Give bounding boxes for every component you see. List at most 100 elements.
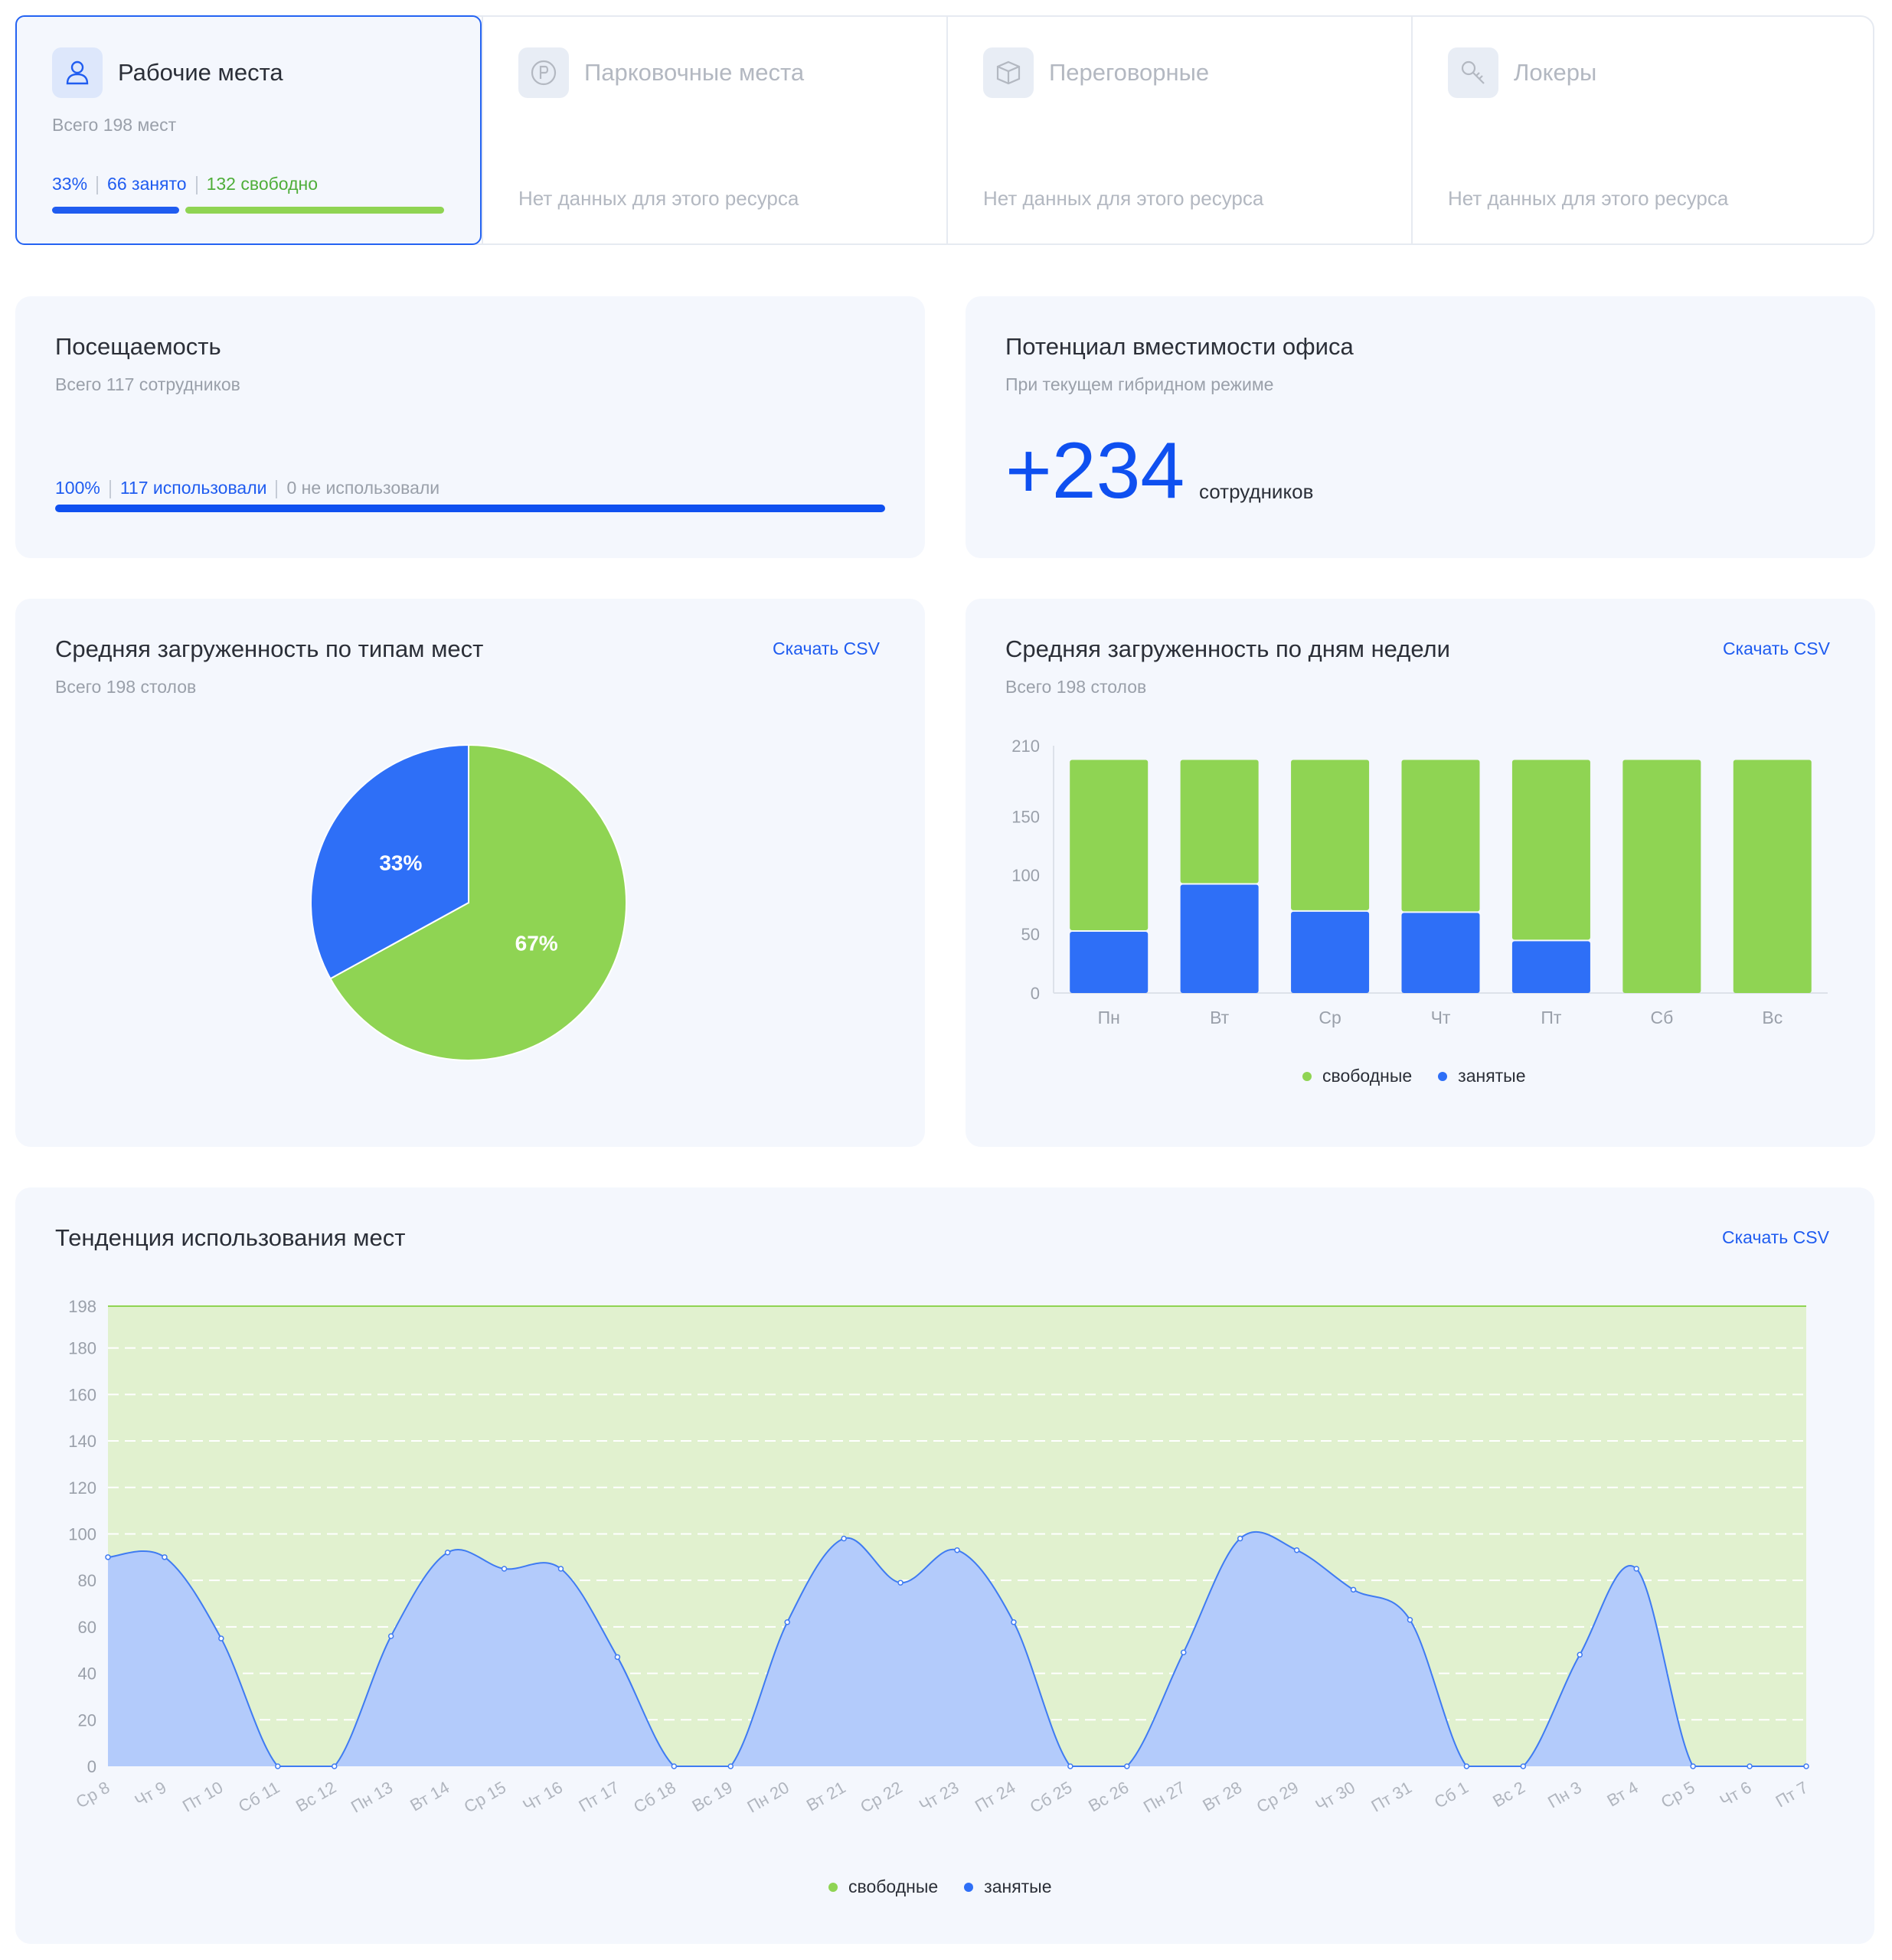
- legend-item-free: свободные: [828, 1877, 938, 1897]
- download-csv-link[interactable]: Скачать CSV: [773, 639, 880, 658]
- tab-subtitle: Всего 198 мест: [52, 115, 177, 135]
- pie-slice: [329, 743, 627, 1061]
- legend-item-free: свободные: [1302, 1066, 1412, 1086]
- y-tick-label: 140: [68, 1432, 96, 1451]
- y-tick-label: 0: [87, 1757, 96, 1776]
- legend-label: занятые: [984, 1877, 1052, 1896]
- y-tick-label: 50: [1021, 925, 1040, 944]
- data-point: [557, 1566, 564, 1572]
- download-csv-link[interactable]: Скачать CSV: [1723, 639, 1830, 658]
- card-title: Средняя загруженность по типам мест: [55, 635, 484, 662]
- x-tick-label: Пн 20: [743, 1778, 792, 1817]
- x-tick-label: Ср 29: [1253, 1778, 1302, 1817]
- occupancy-percent: 33%: [52, 174, 88, 194]
- y-tick-label: 100: [68, 1524, 96, 1544]
- occupancy-stats: 33% 66 занято 132 свободно: [52, 174, 318, 194]
- capacity-card: Потенциал вместимости офиса При текущем …: [966, 296, 1875, 558]
- data-point: [1690, 1763, 1696, 1769]
- data-point: [1463, 1763, 1470, 1769]
- attendance-percent: 100%: [55, 478, 100, 498]
- x-tick-label: Вс 19: [689, 1778, 736, 1816]
- x-tick-label: Вс 2: [1489, 1778, 1528, 1811]
- x-tick-label: Ср 22: [857, 1778, 905, 1817]
- tab-workplaces[interactable]: Рабочие места Всего 198 мест 33% 66 занят…: [15, 15, 482, 245]
- weekday-card: Средняя загруженность по дням недели Все…: [966, 599, 1875, 1147]
- trend-card: Тенденция использования мест Скачать CSV…: [15, 1187, 1874, 1944]
- y-tick-label: 210: [1011, 737, 1040, 756]
- x-tick-label: Чт 16: [520, 1778, 566, 1815]
- tab-title: Рабочие места: [118, 59, 283, 86]
- busy-count: 66 занято: [107, 174, 187, 194]
- data-point: [387, 1633, 394, 1639]
- x-tick-label: Чт 23: [916, 1778, 962, 1815]
- tab-title: Локеры: [1514, 59, 1597, 86]
- tab-lockers[interactable]: Локеры Нет данных для этого ресурса: [1411, 17, 1876, 243]
- bar-free: [1733, 760, 1812, 993]
- y-tick-label: 40: [78, 1664, 96, 1684]
- x-tick-label: Сб 25: [1027, 1778, 1076, 1817]
- resource-tabs: Рабочие места Всего 198 мест 33% 66 занят…: [15, 15, 1874, 245]
- data-point: [162, 1554, 168, 1560]
- bar-free: [1070, 760, 1149, 931]
- x-tick-label: Вт 21: [803, 1778, 849, 1815]
- bar-busy: [1291, 911, 1370, 993]
- busy-progress-bar: [52, 207, 179, 214]
- meeting-room-icon: [983, 47, 1034, 98]
- pie-slice: [310, 743, 469, 980]
- data-point: [275, 1763, 281, 1769]
- x-tick-label: Вс: [1762, 1008, 1783, 1027]
- bar-busy: [1401, 913, 1480, 993]
- data-point: [727, 1763, 734, 1769]
- x-tick-label: Пт 17: [575, 1778, 622, 1816]
- x-tick-label: Пт 7: [1773, 1778, 1812, 1811]
- x-tick-label: Пт 24: [972, 1778, 1018, 1816]
- data-point: [1520, 1763, 1527, 1769]
- bar-free: [1511, 760, 1590, 940]
- tab-meeting-rooms[interactable]: Переговорные Нет данных для этого ресурс…: [946, 17, 1411, 243]
- x-tick-label: Сб 11: [235, 1778, 283, 1816]
- trend-area-chart: 0 20 40 60 80 100 120 140 160 180 198 Ср 8 Чт 9 Пт 10…: [68, 1297, 1812, 1817]
- y-tick-label: 60: [78, 1618, 96, 1637]
- bar-busy: [1070, 932, 1149, 993]
- x-tick-label: Пт 10: [179, 1778, 226, 1816]
- x-tick-label: Вт 28: [1199, 1778, 1245, 1815]
- tab-parking[interactable]: Парковочные места Нет данных для этого р…: [482, 17, 946, 243]
- pie-label: 33%: [379, 851, 422, 875]
- x-tick-label: Пт: [1541, 1008, 1562, 1027]
- tab-title: Парковочные места: [584, 59, 805, 86]
- chart-legend: свободные занятые: [1302, 1066, 1552, 1086]
- unused-count: 0 не использовали: [286, 478, 440, 498]
- bar-busy: [1180, 884, 1259, 993]
- area-busy: [108, 1531, 1806, 1766]
- x-tick-label: Ср 5: [1658, 1778, 1698, 1812]
- x-tick-label: Пт 31: [1368, 1778, 1415, 1816]
- parking-icon: [518, 47, 569, 98]
- x-tick-label: Пн 13: [348, 1778, 396, 1817]
- card-subtitle: Всего 117 сотрудников: [55, 374, 240, 394]
- data-point: [1747, 1763, 1753, 1769]
- data-point: [954, 1547, 960, 1553]
- attendance-card: Посещаемость Всего 117 сотрудников 100% 1…: [15, 296, 925, 558]
- x-tick-label: Вт 4: [1604, 1778, 1642, 1811]
- y-tick-label: 150: [1011, 807, 1040, 826]
- y-tick-label: 0: [1031, 984, 1040, 1003]
- legend-dot: [964, 1882, 974, 1892]
- y-tick-label: 160: [68, 1385, 96, 1404]
- data-point: [1124, 1763, 1130, 1769]
- user-icon: [52, 47, 103, 98]
- data-point: [105, 1554, 111, 1560]
- data-point: [218, 1635, 224, 1642]
- y-tick-label: 100: [1011, 866, 1040, 885]
- pie-chart: 67% 33%: [310, 743, 627, 1061]
- download-csv-link[interactable]: Скачать CSV: [1722, 1227, 1829, 1247]
- card-title: Потенциал вместимости офиса: [1005, 333, 1354, 360]
- data-point: [784, 1619, 790, 1625]
- data-point: [1180, 1649, 1187, 1656]
- bar-free: [1622, 760, 1701, 993]
- legend-dot: [1302, 1071, 1312, 1081]
- attendance-progress-bar: [55, 505, 885, 512]
- data-point: [1407, 1617, 1413, 1623]
- data-point: [614, 1654, 621, 1661]
- tab-title: Переговорные: [1049, 59, 1210, 86]
- data-point: [1633, 1566, 1639, 1572]
